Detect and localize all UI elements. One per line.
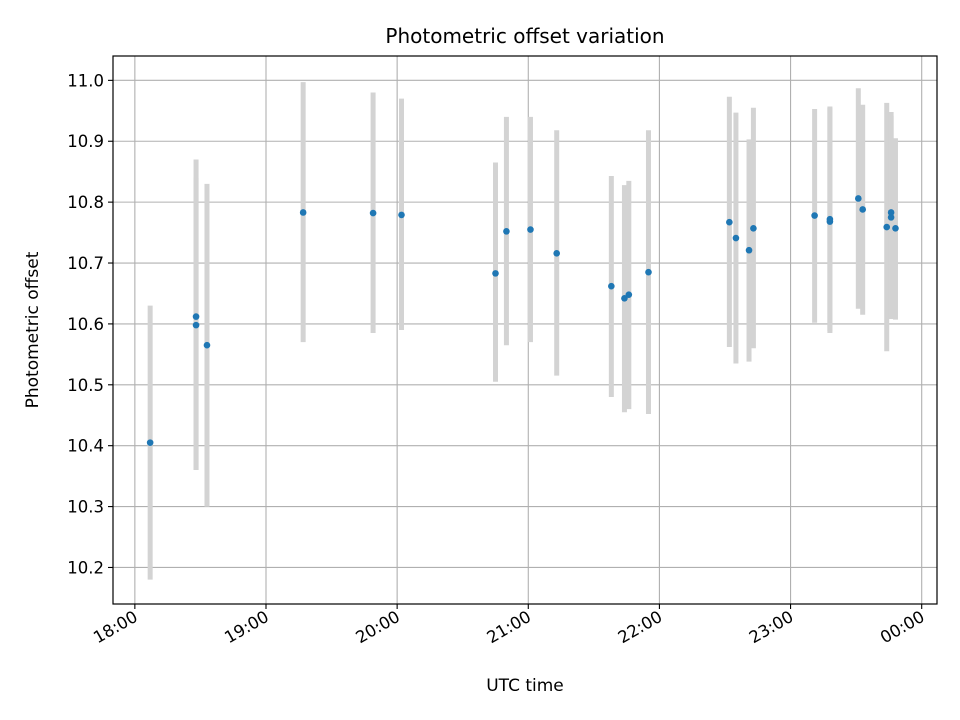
data-point <box>750 225 757 232</box>
data-point <box>398 211 405 219</box>
y-tick-label: 10.7 <box>67 254 104 273</box>
y-axis-title: Photometric offset <box>23 251 43 408</box>
error-bars <box>147 82 898 580</box>
data-point <box>608 282 615 290</box>
data-point <box>503 228 510 235</box>
x-axis-title: UTC time <box>486 676 564 696</box>
data-point <box>811 212 818 219</box>
data-point <box>192 321 200 329</box>
y-tick-label: 10.8 <box>67 193 104 212</box>
y-tick-label: 10.2 <box>67 558 104 577</box>
data-point <box>146 439 154 446</box>
x-tick-label: 18:00 <box>90 607 141 647</box>
x-tick-label: 19:00 <box>221 607 272 647</box>
y-tick-label: 11.0 <box>67 71 104 90</box>
data-point <box>887 214 895 221</box>
data-point <box>826 215 834 223</box>
chart-title: Photometric offset variation <box>385 24 664 48</box>
data-point <box>369 209 377 217</box>
x-tick-label: 23:00 <box>746 607 797 647</box>
data-point <box>553 249 560 257</box>
data-point <box>192 313 200 320</box>
y-tick-label: 10.6 <box>67 315 104 334</box>
y-tick-label: 10.4 <box>67 437 104 456</box>
data-point <box>726 218 733 226</box>
grid <box>113 56 937 604</box>
data-point <box>527 226 534 233</box>
data-point <box>492 270 499 277</box>
data-point <box>855 195 862 202</box>
data-point <box>621 295 628 302</box>
data-point <box>883 223 891 231</box>
x-tick-label: 20:00 <box>352 607 403 647</box>
x-tick-label: 21:00 <box>484 607 535 647</box>
data-point <box>892 225 899 232</box>
data-point <box>625 291 633 298</box>
y-tick-label: 10.3 <box>67 498 104 517</box>
data-point <box>645 268 652 276</box>
x-tick-label: 00:00 <box>877 607 928 647</box>
data-point <box>859 206 866 213</box>
x-tick-label: 22:00 <box>615 607 666 647</box>
data-point <box>299 209 307 216</box>
data-point <box>745 246 753 254</box>
y-tick-label: 10.9 <box>67 132 104 151</box>
data-point <box>203 341 211 349</box>
plot-frame <box>112 55 938 605</box>
y-tick-label: 10.5 <box>67 376 104 395</box>
data-point <box>887 209 895 216</box>
data-points <box>146 195 899 446</box>
data-point <box>732 234 740 242</box>
